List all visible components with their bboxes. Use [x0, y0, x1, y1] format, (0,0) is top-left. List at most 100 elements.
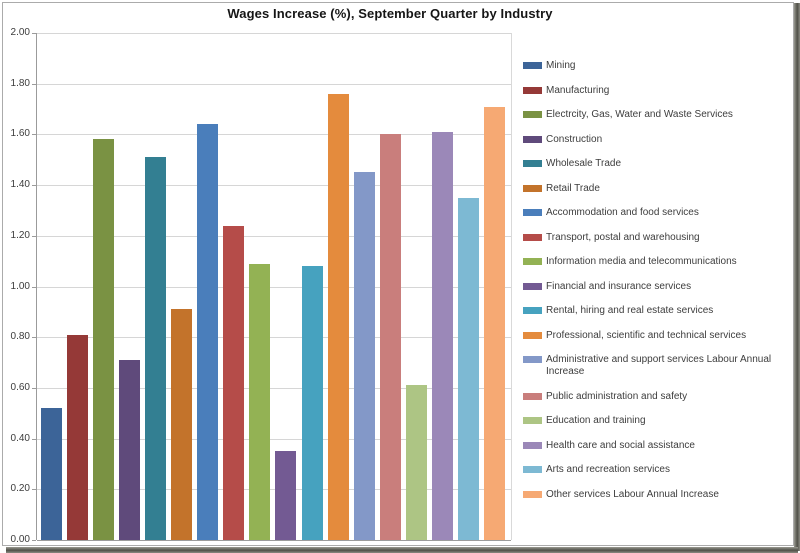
legend-label: Other services Labour Annual Increase	[546, 488, 719, 500]
legend-item: Education and training	[523, 415, 791, 427]
legend-item: Administrative and support services Labo…	[523, 354, 791, 378]
bar-manufacturing	[67, 335, 89, 540]
legend-swatch-icon	[523, 184, 542, 192]
legend-swatch-icon	[523, 490, 542, 498]
legend-label: Education and training	[546, 415, 646, 426]
bar-construction	[119, 360, 141, 540]
bar-financial-and-insurance-services	[275, 451, 297, 540]
y-axis-tick-mark	[32, 489, 36, 491]
gridline	[37, 337, 511, 339]
y-axis-tick-label: 1.00	[10, 280, 30, 292]
legend-label: Mining	[546, 60, 576, 71]
y-axis-tick-mark	[32, 286, 36, 288]
y-axis-tick-mark	[32, 387, 36, 389]
legend-swatch-icon	[523, 356, 542, 363]
y-axis-tick-label: 1.60	[10, 128, 30, 140]
legend-label: Wholesale Trade	[546, 158, 622, 169]
bar-professional-scientific-and-technical-services	[327, 94, 349, 540]
bar-rental-hiring-and-real-estate-services	[301, 266, 323, 540]
legend-label: Rental, hiring and real estate services	[546, 305, 714, 316]
bar-arts-and-recreation-services	[457, 198, 479, 540]
y-axis-tick-label: 0.80	[10, 331, 30, 343]
y-axis-tick-label: 1.20	[10, 229, 30, 241]
legend-label: Manufacturing	[546, 84, 610, 96]
legend-swatch-icon	[523, 466, 542, 473]
legend-label: Accommodation and food services	[546, 207, 699, 218]
legend-swatch-icon	[523, 282, 542, 290]
legend-item: Mining	[523, 60, 791, 72]
legend-swatch-icon	[523, 209, 542, 216]
legend-item: Manufacturing	[523, 85, 791, 97]
gridline	[37, 286, 511, 288]
y-axis-tick-mark	[32, 185, 36, 187]
bar-wholesale-trade	[145, 157, 167, 540]
bar-other-services-labour-annual-increase	[483, 107, 505, 540]
legend: Mining Manufacturing Electrcity, Gas, Wate…	[523, 60, 791, 513]
legend-label: Information media and telecommunications	[546, 256, 737, 267]
legend-label: Financial and insurance services	[546, 280, 692, 292]
gridline	[37, 33, 511, 34]
legend-swatch-icon	[523, 86, 542, 94]
y-axis-tick-label: 0.60	[10, 381, 30, 393]
y-axis-tick-label: 1.80	[10, 77, 30, 89]
y-axis-tick-mark	[32, 438, 36, 440]
gridline	[37, 387, 511, 389]
legend-label: Public administration and safety	[546, 390, 688, 402]
bar-electrcity-gas-water-and-waste-services	[93, 139, 115, 540]
legend-swatch-icon	[523, 233, 542, 241]
y-axis-tick-label: 0.00	[10, 534, 30, 545]
y-axis-tick-label: 2.00	[10, 27, 30, 38]
legend-label: Construction	[546, 133, 603, 145]
gridline	[37, 235, 511, 237]
image-shadow-bottom	[6, 547, 798, 553]
legend-label: Professional, scientific and technical s…	[546, 329, 747, 341]
y-axis-tick-mark	[32, 337, 36, 339]
bar-mining	[41, 408, 62, 540]
bar-administrative-and-support-services-labour-annual-increase	[353, 172, 375, 540]
bar-education-and-training	[405, 385, 427, 540]
bar-information-media-and-telecommunications	[249, 264, 271, 540]
y-axis-tick-mark	[32, 33, 36, 34]
y-axis-tick-label: 0.40	[10, 432, 30, 444]
legend-label: Retail Trade	[546, 182, 600, 194]
x-axis-line	[37, 540, 511, 541]
legend-label: Health care and social assistance	[546, 439, 695, 451]
legend-label: Transport, postal and warehousing	[546, 231, 700, 243]
bar-transport-postal-and-warehousing	[223, 226, 245, 540]
y-axis-tick-label: 0.20	[10, 483, 30, 495]
legend-item: Other services Labour Annual Increase	[523, 489, 791, 501]
bar-accommodation-and-food-services	[197, 124, 219, 540]
bar-public-administration-and-safety	[379, 134, 401, 540]
legend-swatch-icon	[523, 62, 542, 69]
legend-swatch-icon	[523, 258, 542, 265]
legend-swatch-icon	[523, 111, 542, 118]
gridline	[37, 489, 511, 491]
y-axis-tick-mark	[32, 235, 36, 237]
chart-title: Wages Increase (%), September Quarter by…	[227, 6, 553, 21]
legend-item: Information media and telecommunications	[523, 256, 791, 268]
y-axis-tick-mark	[32, 134, 36, 136]
legend-item: Public administration and safety	[523, 391, 791, 403]
bar-health-care-and-social-assistance	[431, 132, 453, 540]
legend-swatch-icon	[523, 331, 542, 339]
legend-item: Accommodation and food services	[523, 207, 791, 219]
legend-item: Retail Trade	[523, 183, 791, 195]
plot-area	[36, 33, 512, 541]
gridline	[37, 438, 511, 440]
legend-item: Transport, postal and warehousing	[523, 232, 791, 244]
legend-label: Arts and recreation services	[546, 464, 670, 475]
legend-swatch-icon	[523, 392, 542, 400]
legend-swatch-icon	[523, 307, 542, 314]
legend-item: Construction	[523, 134, 791, 146]
gridline	[37, 185, 511, 187]
legend-swatch-icon	[523, 135, 542, 143]
bar-retail-trade	[171, 309, 193, 540]
image-shadow-right	[794, 3, 800, 551]
legend-item: Arts and recreation services	[523, 464, 791, 476]
legend-item: Professional, scientific and technical s…	[523, 330, 791, 342]
legend-swatch-icon	[523, 441, 542, 449]
legend-item: Rental, hiring and real estate services	[523, 305, 791, 317]
gridline	[37, 134, 511, 136]
legend-swatch-icon	[523, 417, 542, 424]
